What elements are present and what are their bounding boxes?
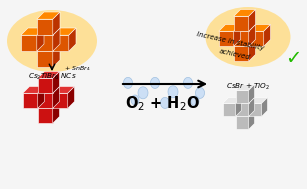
Polygon shape xyxy=(249,111,255,129)
Polygon shape xyxy=(249,25,270,31)
Polygon shape xyxy=(249,31,264,46)
Polygon shape xyxy=(236,98,242,116)
Polygon shape xyxy=(234,25,255,31)
Polygon shape xyxy=(37,12,60,19)
Polygon shape xyxy=(196,87,204,98)
Polygon shape xyxy=(37,19,53,35)
Polygon shape xyxy=(68,87,75,108)
Polygon shape xyxy=(53,87,75,93)
Polygon shape xyxy=(219,31,234,46)
Polygon shape xyxy=(37,44,60,51)
Text: CsBr + TiO$_2$: CsBr + TiO$_2$ xyxy=(226,82,270,92)
Text: Increase in stability: Increase in stability xyxy=(196,31,264,51)
Polygon shape xyxy=(234,46,249,61)
Polygon shape xyxy=(150,77,160,88)
Polygon shape xyxy=(234,40,255,46)
Polygon shape xyxy=(38,101,60,108)
Polygon shape xyxy=(223,98,242,103)
Polygon shape xyxy=(249,40,255,61)
Polygon shape xyxy=(234,16,249,31)
Polygon shape xyxy=(219,25,240,31)
Polygon shape xyxy=(37,35,53,51)
Polygon shape xyxy=(236,116,249,129)
Polygon shape xyxy=(249,84,255,103)
Polygon shape xyxy=(138,87,148,99)
Polygon shape xyxy=(38,87,45,108)
Polygon shape xyxy=(53,12,60,35)
Polygon shape xyxy=(236,90,249,103)
Polygon shape xyxy=(21,35,37,51)
Text: + SnBr$_4$: + SnBr$_4$ xyxy=(64,65,91,74)
Polygon shape xyxy=(38,78,53,93)
Polygon shape xyxy=(53,101,60,123)
Polygon shape xyxy=(69,28,76,51)
Polygon shape xyxy=(38,108,53,123)
Polygon shape xyxy=(223,103,236,116)
Polygon shape xyxy=(38,93,53,108)
Polygon shape xyxy=(161,97,169,108)
Ellipse shape xyxy=(7,10,97,72)
Polygon shape xyxy=(184,77,192,88)
Polygon shape xyxy=(53,28,76,35)
Polygon shape xyxy=(262,98,267,116)
Polygon shape xyxy=(236,103,249,116)
Polygon shape xyxy=(38,71,60,78)
Polygon shape xyxy=(131,95,139,105)
Polygon shape xyxy=(236,111,255,116)
Polygon shape xyxy=(234,9,255,16)
Polygon shape xyxy=(53,44,60,67)
Polygon shape xyxy=(234,25,240,46)
Polygon shape xyxy=(234,31,249,46)
Polygon shape xyxy=(249,103,262,116)
Polygon shape xyxy=(236,98,255,103)
Polygon shape xyxy=(123,77,133,88)
Polygon shape xyxy=(53,93,68,108)
Polygon shape xyxy=(23,87,45,93)
Ellipse shape xyxy=(205,7,290,67)
Polygon shape xyxy=(168,86,178,98)
Polygon shape xyxy=(191,96,199,106)
Text: ✓: ✓ xyxy=(285,50,301,68)
Polygon shape xyxy=(249,9,255,31)
Polygon shape xyxy=(53,87,60,108)
Polygon shape xyxy=(21,28,44,35)
Polygon shape xyxy=(249,98,267,103)
Text: Cs$_2$TiBr$_6$ NCs: Cs$_2$TiBr$_6$ NCs xyxy=(28,72,76,82)
Polygon shape xyxy=(264,25,270,46)
Polygon shape xyxy=(53,28,60,51)
Text: achieved: achieved xyxy=(219,49,251,61)
Text: O$_2$ + H$_2$O: O$_2$ + H$_2$O xyxy=(126,95,200,113)
Polygon shape xyxy=(37,51,53,67)
Polygon shape xyxy=(53,35,69,51)
Polygon shape xyxy=(249,25,255,46)
Polygon shape xyxy=(38,87,60,93)
Polygon shape xyxy=(53,71,60,93)
Polygon shape xyxy=(23,93,38,108)
Polygon shape xyxy=(236,84,255,90)
Polygon shape xyxy=(37,28,60,35)
Polygon shape xyxy=(37,28,44,51)
Polygon shape xyxy=(249,98,255,116)
